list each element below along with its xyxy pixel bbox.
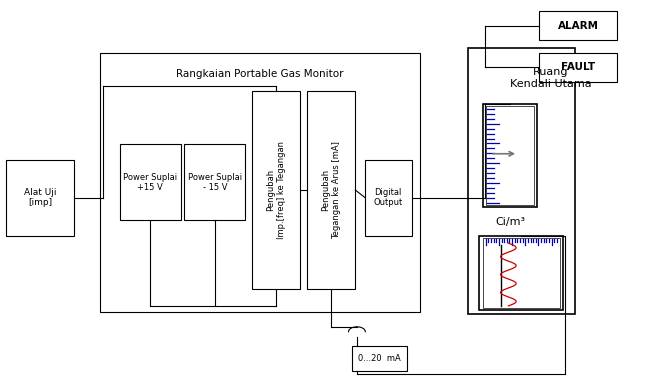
FancyBboxPatch shape [120,144,181,220]
FancyBboxPatch shape [184,144,245,220]
FancyBboxPatch shape [539,53,617,82]
Text: ALARM: ALARM [557,21,599,31]
FancyBboxPatch shape [483,238,560,308]
FancyBboxPatch shape [6,160,74,236]
Text: Pengubah
Tegangan ke Arus [mA]: Pengubah Tegangan ke Arus [mA] [321,141,341,239]
Text: Ci/m³: Ci/m³ [495,217,525,227]
FancyBboxPatch shape [468,48,575,314]
FancyBboxPatch shape [352,346,407,370]
FancyBboxPatch shape [479,236,563,310]
Text: Pengubah
Imp.[freq] ke Tegangan: Pengubah Imp.[freq] ke Tegangan [266,141,286,239]
Text: Power Suplai
- 15 V: Power Suplai - 15 V [188,173,242,192]
Text: Ruang
Kendali Utama: Ruang Kendali Utama [510,67,592,89]
FancyBboxPatch shape [539,11,617,40]
Text: Digital
Output: Digital Output [373,188,403,207]
FancyBboxPatch shape [483,105,537,207]
Text: 0...20  mA: 0...20 mA [358,354,401,363]
FancyBboxPatch shape [252,91,300,289]
FancyBboxPatch shape [365,160,412,236]
FancyBboxPatch shape [486,106,534,205]
Text: FAULT: FAULT [561,62,595,73]
Text: Power Suplai
+15 V: Power Suplai +15 V [123,173,177,192]
Text: Alat Uji
[imp]: Alat Uji [imp] [24,188,57,207]
FancyBboxPatch shape [307,91,355,289]
FancyBboxPatch shape [100,53,420,312]
Text: Rangkaian Portable Gas Monitor: Rangkaian Portable Gas Monitor [176,69,344,79]
